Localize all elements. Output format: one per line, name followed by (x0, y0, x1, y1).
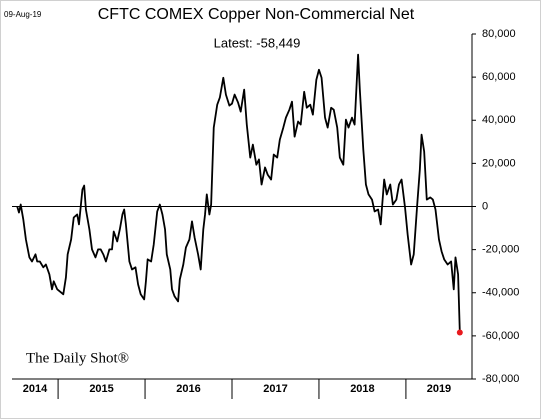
y-tick-label: 20,000 (482, 157, 516, 169)
data-line (16, 53, 461, 333)
x-tick-label: 2017 (263, 383, 287, 395)
date-label: 09-Aug-19 (4, 10, 42, 19)
x-tick-label: 2016 (176, 383, 200, 395)
latest-annotation: Latest: -58,449 (214, 35, 301, 50)
y-tick-label: 80,000 (482, 28, 516, 40)
x-tick-label: 2015 (89, 383, 113, 395)
y-tick-label: -20,000 (482, 244, 519, 256)
y-tick-label: 0 (482, 200, 488, 212)
y-tick-label: -60,000 (482, 330, 519, 342)
source-label: The Daily Shot® (26, 350, 129, 366)
y-tick-label: -80,000 (482, 373, 519, 385)
chart-title: CFTC COMEX Copper Non-Commercial Net (98, 6, 415, 23)
y-tick-label: 40,000 (482, 114, 516, 126)
x-tick-label: 2014 (23, 383, 48, 395)
x-tick-label: 2018 (350, 383, 374, 395)
y-tick-label: 60,000 (482, 71, 516, 83)
y-tick-label: -40,000 (482, 287, 519, 299)
latest-marker (456, 329, 463, 336)
x-tick-label: 2019 (427, 383, 451, 395)
